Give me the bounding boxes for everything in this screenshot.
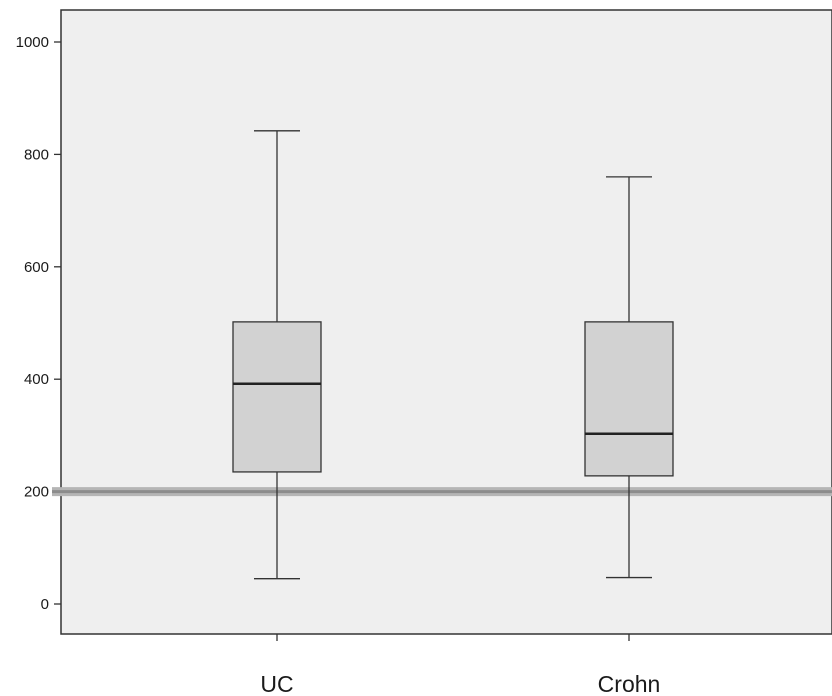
y-tick-label: 0 <box>41 596 49 613</box>
y-tick-label: 200 <box>24 484 49 501</box>
boxes <box>232 130 674 580</box>
y-tick-label: 600 <box>24 259 49 276</box>
interquartile-box <box>584 321 674 477</box>
y-tick-label: 400 <box>24 371 49 388</box>
y-tick-label: 800 <box>24 146 49 163</box>
interquartile-box <box>232 321 322 473</box>
box-uc <box>232 130 322 580</box>
y-tick-label: 1000 <box>16 34 49 51</box>
x-category-label: UC <box>260 671 293 696</box>
x-axis: UC Crohn <box>260 634 660 696</box>
y-axis: 0 200 400 600 800 1000 <box>16 34 61 613</box>
plot-area <box>60 9 832 635</box>
x-category-label: Crohn <box>598 671 661 696</box>
box-crohn <box>584 176 674 579</box>
